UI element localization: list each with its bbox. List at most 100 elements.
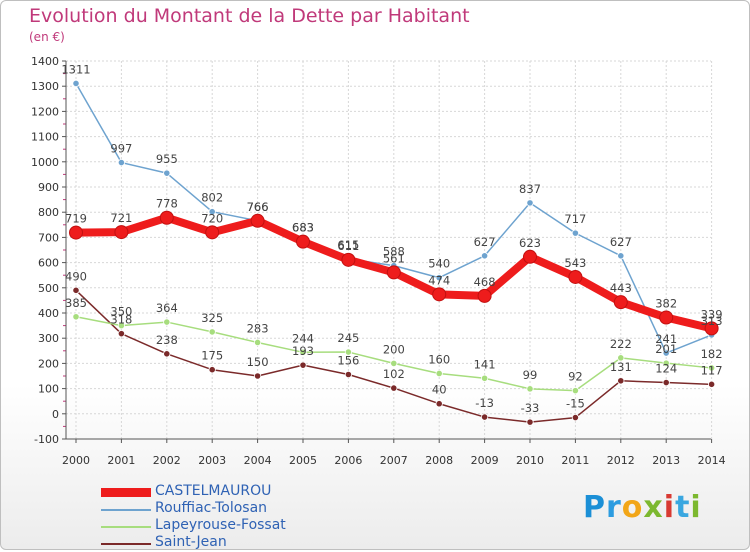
data-label: 540 [428, 257, 450, 271]
data-point [662, 349, 670, 357]
data-point [390, 359, 398, 367]
data-label: 92 [568, 370, 583, 384]
data-point [208, 366, 216, 374]
data-point [117, 321, 126, 330]
data-point [163, 169, 171, 177]
data-label: 611 [337, 239, 359, 253]
data-point [662, 359, 670, 367]
proxiti-logo: Proxiti [583, 490, 702, 525]
y-tick-label: 400 [38, 307, 59, 320]
y-tick-label: 500 [38, 282, 59, 295]
legend-swatch [101, 526, 151, 528]
data-label: 160 [428, 352, 450, 366]
data-point [117, 330, 126, 338]
data-point [72, 313, 80, 321]
y-tick-label: 300 [38, 332, 59, 345]
logo-letter: i [663, 490, 676, 525]
data-point [435, 274, 443, 282]
data-point [617, 252, 625, 260]
data-label: 364 [156, 301, 178, 315]
data-label: 245 [337, 331, 359, 345]
data-point [480, 413, 489, 421]
data-label: 102 [383, 367, 405, 381]
y-tick-label: 1200 [31, 105, 59, 118]
data-label: 1311 [61, 62, 90, 76]
data-label: 683 [292, 221, 314, 235]
data-point [72, 79, 80, 88]
data-label: -33 [521, 401, 540, 415]
chart-title: Evolution du Montant de la Dette par Hab… [29, 5, 470, 27]
data-label: 339 [701, 307, 723, 321]
data-point [254, 372, 262, 380]
data-label: 222 [610, 337, 632, 351]
data-label: 561 [383, 251, 405, 265]
data-label: 468 [474, 275, 496, 289]
data-point [704, 321, 719, 336]
data-label: 382 [655, 297, 677, 311]
y-tick-label: 200 [38, 357, 59, 370]
data-label: 766 [247, 200, 269, 214]
data-point [117, 158, 126, 167]
chart-unit-label: (en €) [29, 30, 65, 44]
data-point [72, 286, 80, 294]
data-label: 201 [655, 342, 677, 356]
x-tick-label: 2004 [244, 454, 272, 467]
x-tick-label: 2002 [153, 454, 181, 467]
data-label: 615 [337, 238, 359, 252]
data-label: 837 [519, 182, 541, 196]
y-tick-label: 1300 [31, 80, 59, 93]
data-label: 802 [201, 191, 223, 205]
data-label: 778 [156, 197, 178, 211]
legend-swatch [101, 509, 151, 511]
data-label: 117 [701, 363, 723, 377]
data-label: 719 [65, 212, 87, 226]
data-point [114, 225, 129, 240]
x-tick-label: 2001 [107, 454, 135, 467]
data-label: 238 [156, 333, 178, 347]
data-label: -13 [475, 396, 494, 410]
data-point [571, 387, 580, 395]
logo-letter: o [621, 490, 644, 525]
data-label: 717 [564, 212, 586, 226]
data-point [163, 350, 171, 358]
data-label: 443 [610, 281, 632, 295]
data-point [296, 234, 310, 249]
data-label: 490 [65, 269, 87, 283]
data-label: 99 [523, 368, 538, 382]
data-point [299, 348, 307, 356]
logo-letter: P [583, 490, 606, 525]
y-tick-label: 100 [38, 383, 59, 396]
data-label: 200 [383, 342, 405, 356]
logo-letter: x [643, 490, 664, 525]
logo-letter: r [606, 490, 622, 525]
data-point [662, 378, 670, 387]
x-tick-label: 2005 [289, 454, 317, 467]
x-tick-label: 2008 [425, 454, 453, 467]
data-point [163, 318, 171, 326]
data-label: 474 [428, 273, 450, 287]
data-point [659, 310, 674, 325]
data-label: 720 [201, 211, 223, 225]
data-point [526, 418, 534, 426]
data-point [523, 249, 537, 264]
data-label: 955 [156, 152, 178, 166]
data-label: 350 [110, 305, 132, 319]
data-label: 543 [564, 256, 586, 270]
data-point [435, 400, 443, 408]
y-tick-label: 600 [38, 257, 59, 270]
y-tick-label: 800 [38, 206, 59, 219]
data-point [344, 370, 352, 379]
x-tick-label: 2011 [561, 454, 589, 467]
data-point [435, 369, 443, 378]
y-tick-label: 1100 [31, 131, 59, 144]
data-label: 175 [201, 349, 223, 363]
data-point [208, 208, 216, 216]
data-point [344, 348, 352, 356]
data-label: 721 [110, 211, 132, 225]
data-point [254, 338, 262, 347]
legend-swatch [101, 543, 151, 545]
y-tick-label: 1000 [31, 156, 59, 169]
data-label: 283 [247, 321, 269, 335]
x-tick-label: 2006 [334, 454, 362, 467]
